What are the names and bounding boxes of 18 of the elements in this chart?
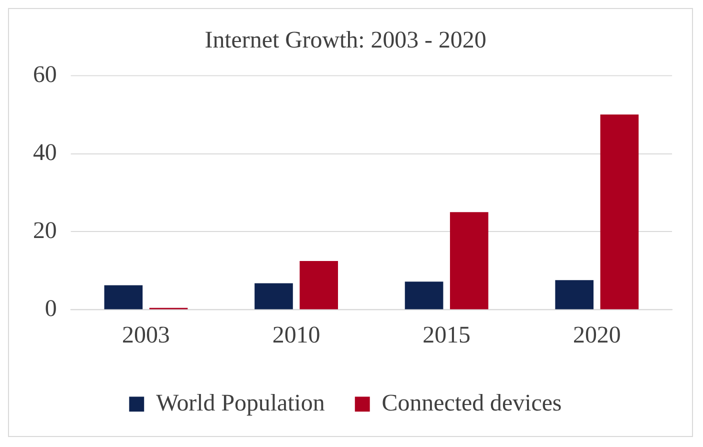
x-tick-label: 2015 <box>422 322 471 348</box>
bar <box>104 285 143 310</box>
bar <box>600 114 639 310</box>
bar <box>450 212 488 310</box>
y-tick-label: 0 <box>44 296 57 322</box>
y-tick-label: 40 <box>32 140 57 166</box>
bar <box>254 283 293 310</box>
bar <box>300 260 338 310</box>
bar <box>404 282 444 310</box>
chart-title: Internet Growth: 2003 - 2020 <box>204 28 486 54</box>
legend-label: Connected devices <box>382 390 562 416</box>
y-tick-label: 20 <box>32 218 57 244</box>
y-tick-label: 60 <box>32 62 57 88</box>
x-tick-label: 2010 <box>272 322 320 348</box>
bar <box>555 280 594 310</box>
x-tick-label: 2020 <box>572 322 621 348</box>
x-tick-label: 2003 <box>122 322 170 348</box>
legend-label: World Population <box>156 390 325 416</box>
